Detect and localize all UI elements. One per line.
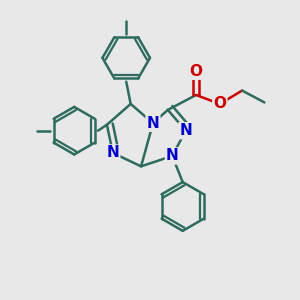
Text: N: N bbox=[166, 148, 179, 164]
Text: O: O bbox=[190, 64, 202, 79]
Text: N: N bbox=[106, 146, 119, 160]
Text: O: O bbox=[213, 96, 226, 111]
Text: N: N bbox=[179, 123, 192, 138]
Text: N: N bbox=[147, 116, 159, 131]
